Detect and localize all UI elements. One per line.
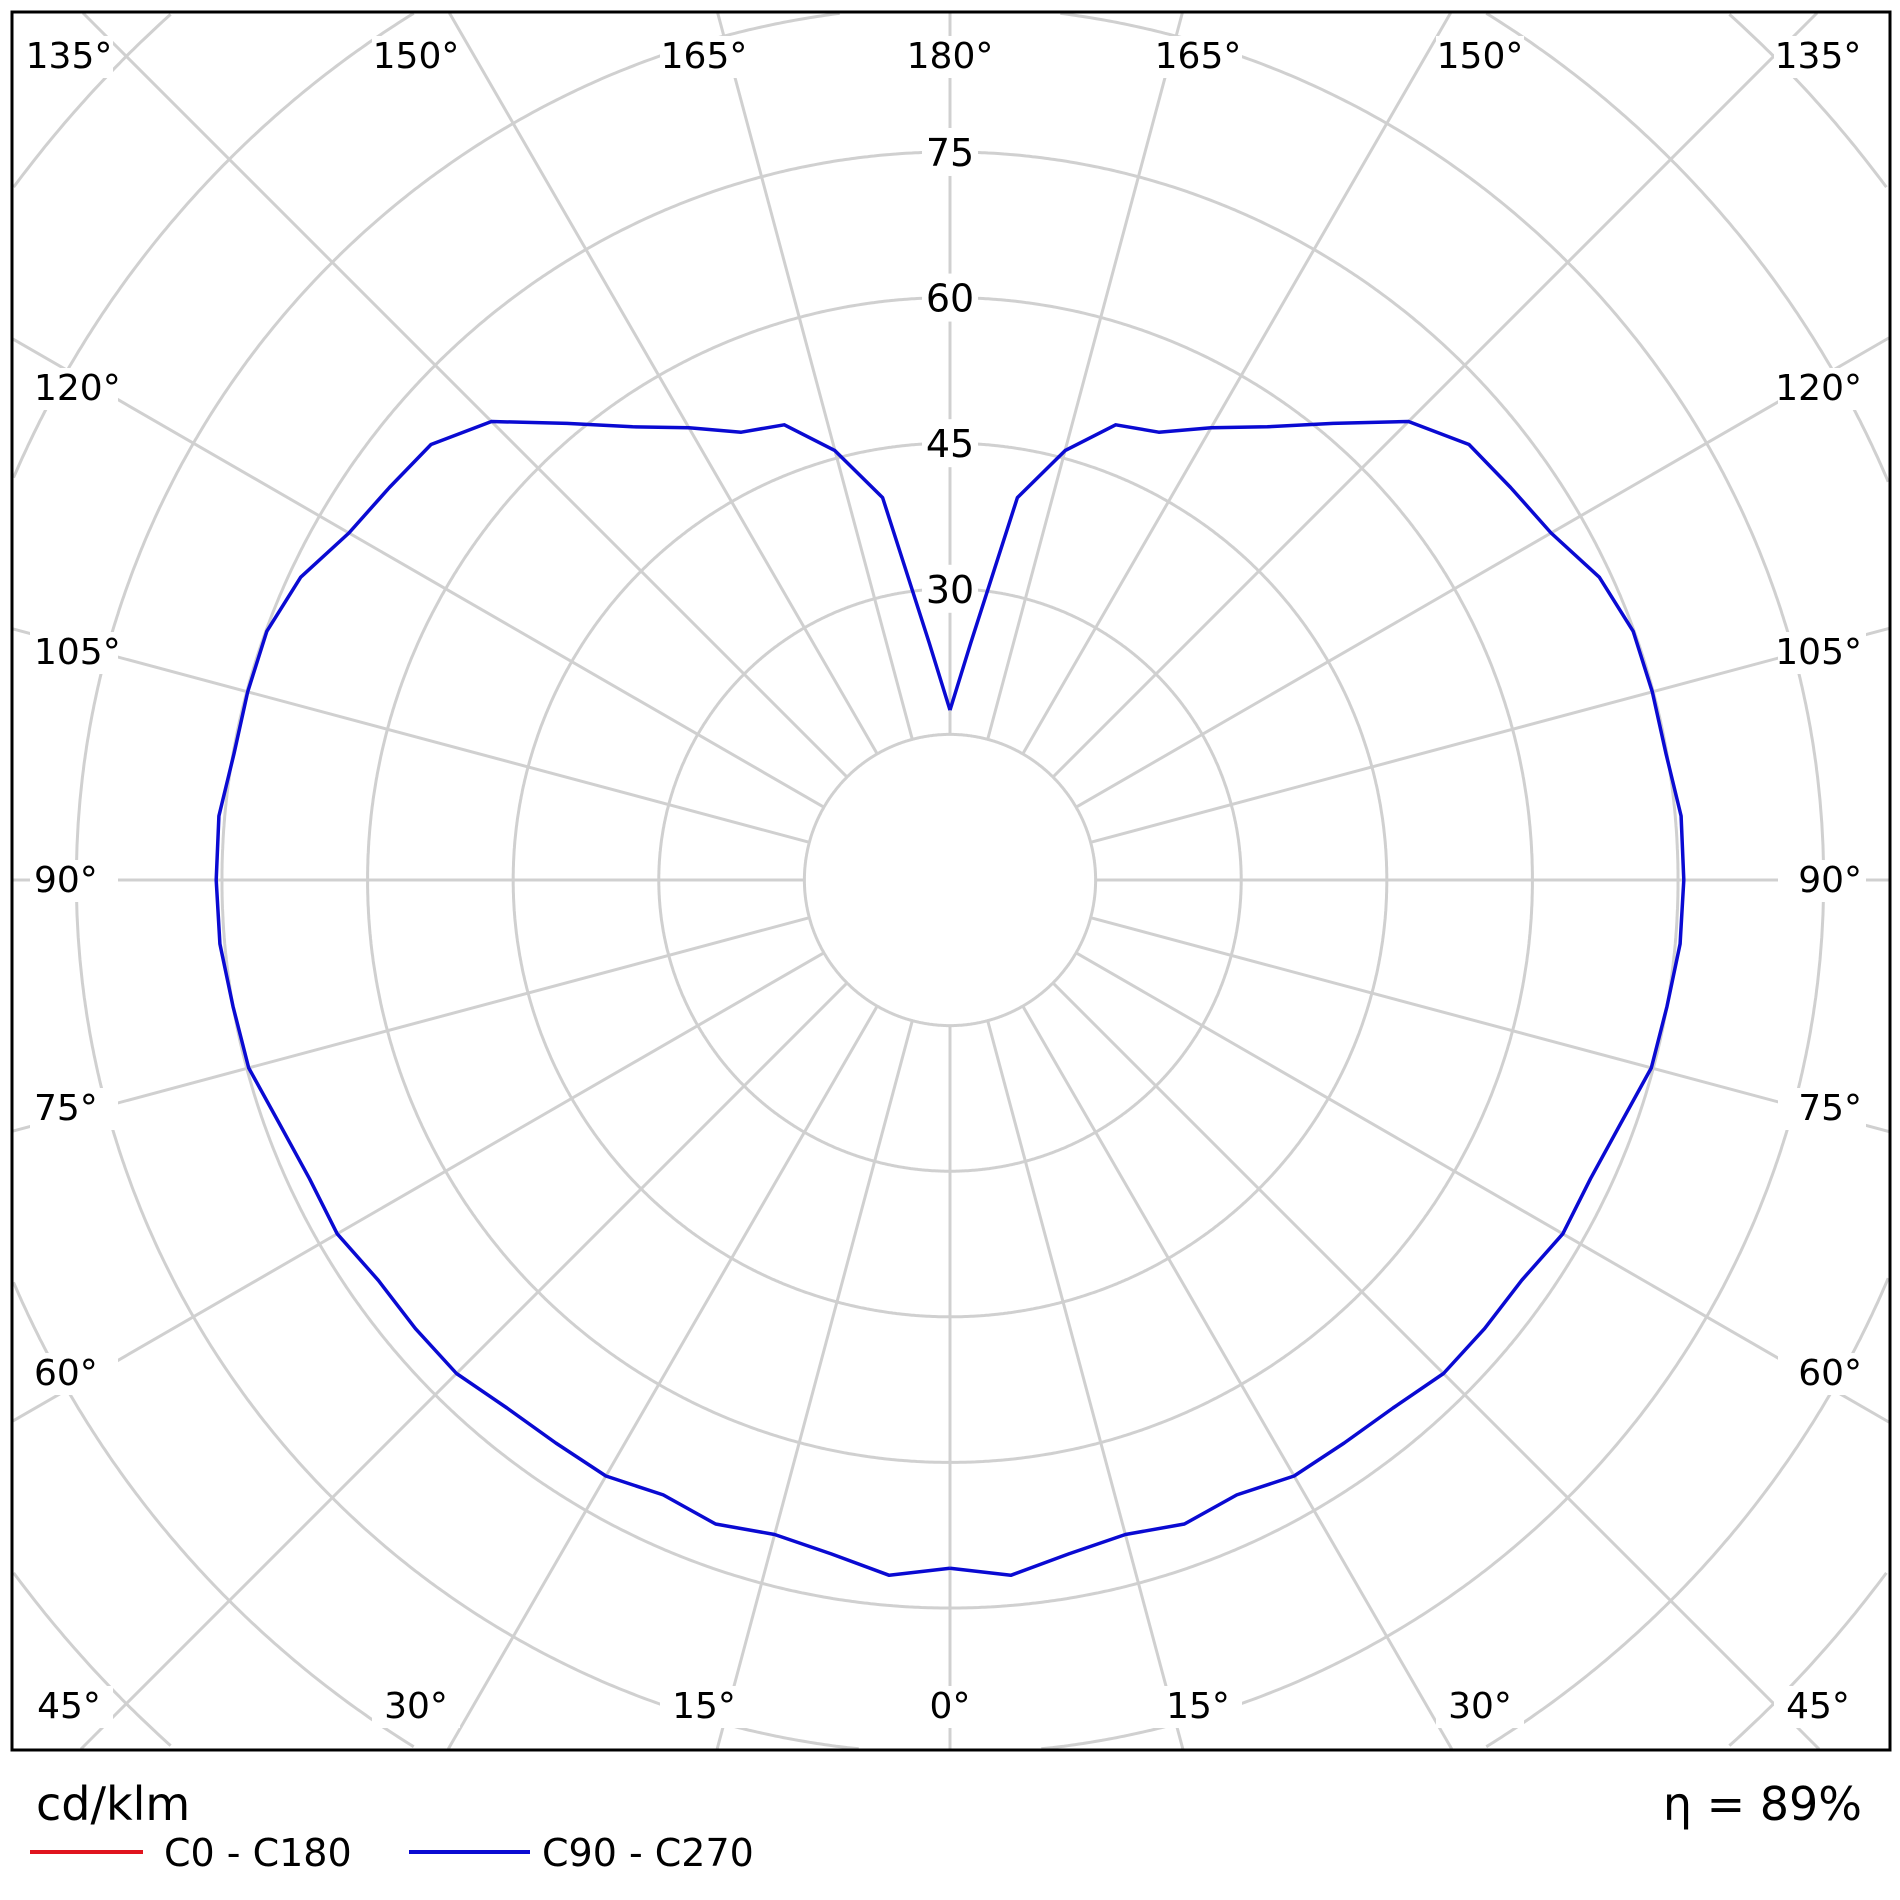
angle-label-bg	[906, 36, 994, 78]
angle-label-bg	[30, 860, 118, 902]
angle-label: 0°	[930, 1686, 971, 1727]
angle-label-bg	[30, 632, 118, 674]
angle-label-bg	[1778, 1353, 1866, 1395]
angle-label: 105°	[1775, 632, 1862, 673]
angle-label: 120°	[1775, 368, 1862, 409]
legend-label-c0-c180: C0 - C180	[164, 1831, 352, 1875]
angle-label-bg	[1436, 1686, 1524, 1728]
angle-label: 90°	[1798, 860, 1862, 901]
grid-spoke	[12, 951, 825, 1423]
angle-label-bg	[1778, 368, 1866, 410]
tick-label-bg	[922, 273, 978, 322]
unit-label: cd/klm	[36, 1777, 190, 1831]
grid-spoke	[1090, 626, 1890, 844]
angle-label: 165°	[661, 36, 748, 77]
radial-tick-label: 30	[926, 568, 974, 612]
angle-label: 105°	[34, 632, 121, 673]
grid-spoke	[1021, 12, 1452, 755]
grid-spoke	[79, 981, 849, 1751]
legend-label-c90-c270: C90 - C270	[542, 1831, 754, 1875]
angle-label: 90°	[34, 860, 98, 901]
angle-label-bg	[1778, 860, 1866, 902]
grid-spoke	[81, 11, 849, 779]
grid-spoke	[1051, 981, 1821, 1751]
grid-spoke	[1075, 951, 1890, 1424]
angle-label: 165°	[1155, 36, 1242, 77]
grid-spoke	[12, 916, 810, 1133]
grid-spoke	[1051, 11, 1819, 779]
angle-label: 180°	[907, 36, 994, 77]
plot-frame	[10, 10, 1892, 1752]
grid-ring-120	[12, 13, 1888, 1747]
curves	[214, 419, 1686, 1578]
angle-label-bg	[30, 368, 118, 410]
grid-ring-15	[802, 732, 1098, 1028]
grid-spoke	[716, 12, 914, 740]
grid-spoke	[12, 337, 825, 809]
angle-label: 15°	[672, 1686, 736, 1727]
radial-tick-labels: 30 45 60 75	[922, 127, 978, 613]
grid-spoke	[1021, 1005, 1454, 1750]
angle-label: 135°	[26, 36, 113, 77]
grid-spoke	[1075, 336, 1890, 809]
angle-label-bg	[25, 1686, 113, 1728]
angle-label-bg	[1154, 36, 1242, 78]
tick-label-bg	[922, 419, 978, 468]
legend: C0 - C180 C90 - C270	[30, 1831, 754, 1875]
angle-label-bg	[1778, 632, 1866, 674]
grid-spoke	[986, 12, 1184, 740]
efficiency-label: η = 89%	[1663, 1777, 1862, 1831]
angle-labels: 135° 150° 165° 180° 165° 150° 135° 45° 30° 15° 0° 1…	[25, 36, 1866, 1728]
angle-label: 30°	[1448, 1686, 1512, 1727]
curve-c90-right	[948, 419, 1686, 1578]
angle-label: 150°	[1437, 36, 1524, 77]
angle-label: 120°	[34, 368, 121, 409]
angle-label-bg	[1154, 1686, 1242, 1728]
grid-spoke	[448, 12, 879, 755]
angle-label-bg	[372, 1686, 460, 1728]
angle-label-bg	[1778, 1088, 1866, 1130]
radial-tick-label: 75	[926, 131, 974, 175]
angle-label: 75°	[1798, 1088, 1862, 1129]
curve-c90-left	[214, 419, 952, 1578]
polar-grid	[12, 11, 1890, 1751]
grid-spoke	[715, 1020, 914, 1750]
angle-label: 75°	[34, 1088, 98, 1129]
radial-tick-label: 45	[926, 422, 974, 466]
angle-label: 45°	[37, 1686, 101, 1727]
angle-label-bg	[30, 1353, 118, 1395]
angle-label: 45°	[1786, 1686, 1850, 1727]
angle-label-bg	[372, 36, 460, 78]
radial-tick-label: 60	[926, 277, 974, 321]
grid-ring-105	[12, 12, 1890, 1748]
angle-label: 15°	[1166, 1686, 1230, 1727]
tick-label-bg	[922, 127, 978, 176]
angle-label: 150°	[373, 36, 460, 77]
angle-label-bg	[30, 1088, 118, 1130]
angle-label: 135°	[1775, 36, 1862, 77]
angle-label-bg	[1436, 36, 1524, 78]
angle-label-bg	[660, 36, 748, 78]
angle-label-bg	[25, 36, 113, 78]
angle-label: 60°	[34, 1353, 98, 1394]
grid-spoke	[446, 1005, 879, 1750]
angle-label: 60°	[1798, 1353, 1862, 1394]
grid-spoke	[12, 627, 810, 844]
angle-label-bg	[906, 1686, 994, 1728]
angle-label-bg	[660, 1686, 748, 1728]
angle-label-bg	[1774, 1686, 1862, 1728]
grid-spoke	[986, 1020, 1185, 1750]
tick-label-bg	[922, 564, 978, 613]
angle-label: 30°	[384, 1686, 448, 1727]
angle-label-bg	[1774, 36, 1862, 78]
grid-spoke	[1090, 916, 1890, 1134]
